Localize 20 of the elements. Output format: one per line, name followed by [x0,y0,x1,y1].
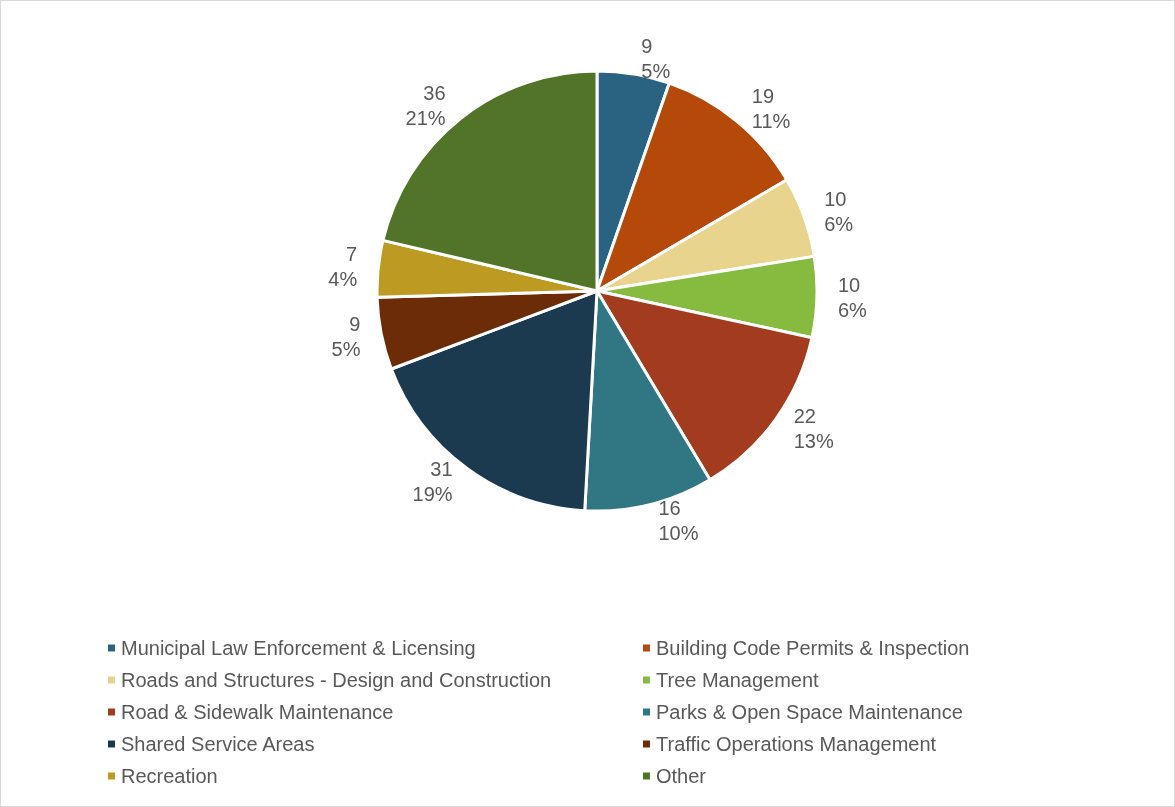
legend-label: Tree Management [656,669,820,691]
data-label: 9 5% [331,313,361,361]
legend-label: Roads and Structures - Design and Construction [121,669,552,691]
legend-label: Parks & Open Space Maintenance [656,701,963,723]
data-label: 10 6% [824,187,854,235]
data-label: 7 4% [328,243,358,291]
legend-label: Traffic Operations Management [656,733,937,755]
legend-label: Road & Sidewalk Maintenance [121,701,394,723]
data-label: 16 10% [658,496,699,544]
legend-label: Municipal Law Enforcement & Licensing [121,637,476,659]
legend-label: Other [656,765,707,787]
data-label: 31 19% [412,457,453,505]
legend-label: Shared Service Areas [121,733,315,755]
legend-label: Building Code Permits & Inspection [656,637,970,659]
data-label: 36 21% [405,82,446,130]
data-label: 22 13% [793,405,834,453]
data-label: 9 5% [641,34,671,82]
data-label: 10 6% [837,274,868,322]
data-label: 19 11% [751,85,791,133]
legend-label: Recreation [121,765,218,787]
